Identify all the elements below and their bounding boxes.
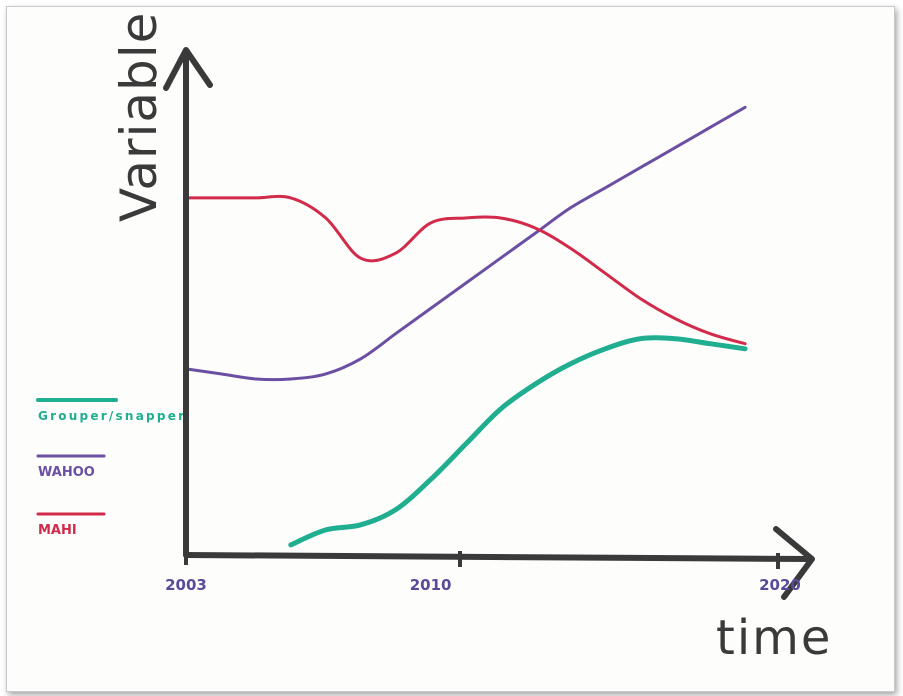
legend: Grouper/snapper WAHOO MAHI	[36, 398, 184, 538]
series-layer	[184, 105, 748, 548]
y-axis-label: Variable	[110, 12, 168, 222]
x-axis-line	[183, 552, 813, 562]
x-axis-label: time	[716, 610, 832, 666]
series-line-mahi	[184, 194, 747, 346]
legend-label-wahoo: WAHOO	[38, 465, 95, 480]
legend-label-grouper-snapper: Grouper/snapper	[38, 409, 184, 423]
x-tick-label-2010: 2010	[410, 576, 452, 594]
axes: Variable time 2003 2010 2020	[110, 12, 832, 666]
legend-label-mahi: MAHI	[38, 523, 77, 538]
x-tick-label-2020: 2020	[759, 576, 801, 594]
x-tick-label-2003: 2003	[165, 576, 207, 594]
x-axis-arrowhead	[773, 526, 815, 600]
series-line-wahoo	[184, 105, 747, 382]
series-line-grouper-snapper	[288, 335, 748, 548]
y-axis-arrowhead	[163, 47, 213, 91]
